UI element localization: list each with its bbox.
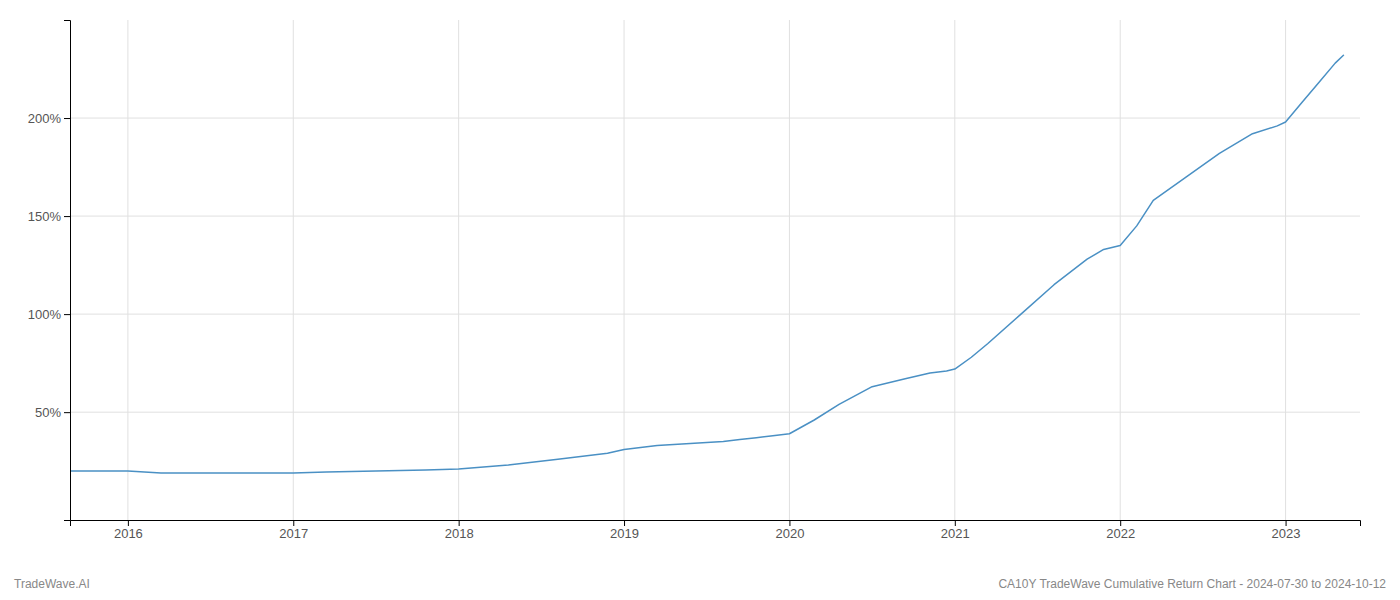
x-tick-mark <box>624 520 625 526</box>
marks <box>70 55 1343 473</box>
y-tick: 50% <box>35 405 70 420</box>
grid-line-x <box>624 20 625 520</box>
y-tick-mark <box>64 118 70 119</box>
grid-line-x <box>458 20 459 520</box>
x-tick-mark <box>1286 520 1287 526</box>
x-tick: 2017 <box>279 520 308 541</box>
x-tick-mark <box>1120 520 1121 526</box>
x-tick-mark <box>955 520 956 526</box>
x-tick-label: 2019 <box>610 526 639 541</box>
grid-line-x <box>789 20 790 520</box>
grid-line-x <box>127 20 128 520</box>
x-tick: 2016 <box>114 520 143 541</box>
chart-container: 2016 2017 2018 2019 2020 2021 2022 2023 50% 100% 1… <box>0 0 1400 600</box>
grid-line-x <box>954 20 955 520</box>
x-tick: 2023 <box>1272 520 1301 541</box>
grid <box>70 20 1360 520</box>
watermark: TradeWave.AI <box>14 577 90 591</box>
grid-line-x <box>1285 20 1286 520</box>
y-tick-mark <box>64 314 70 315</box>
x-tick: 2022 <box>1106 520 1135 541</box>
x-tick-label: 2018 <box>445 526 474 541</box>
x-tick: 2021 <box>941 520 970 541</box>
y-tick: 150% <box>28 209 70 224</box>
y-tick: 200% <box>28 111 70 126</box>
x-tick-label: 2021 <box>941 526 970 541</box>
x-tick-label: 2023 <box>1272 526 1301 541</box>
x-axis-line <box>71 521 1361 527</box>
line <box>70 55 1343 473</box>
y-tick-label: 100% <box>28 307 62 322</box>
plot-area: 2016 2017 2018 2019 2020 2021 2022 2023 50% 100% 1… <box>28 20 1361 541</box>
y-tick-label: 50% <box>35 405 61 420</box>
x-tick: 2018 <box>445 520 474 541</box>
y-axis: 50% 100% 150% 200% <box>28 21 71 521</box>
x-tick-mark <box>128 520 129 526</box>
x-tick-label: 2017 <box>279 526 308 541</box>
y-tick-label: 150% <box>28 209 62 224</box>
grid-line-y <box>70 412 1360 413</box>
grid-line-y <box>70 118 1360 119</box>
x-tick: 2019 <box>610 520 639 541</box>
x-tick-mark <box>459 520 460 526</box>
x-tick-label: 2020 <box>775 526 804 541</box>
y-axis-line <box>64 21 71 521</box>
x-axis: 2016 2017 2018 2019 2020 2021 2022 2023 <box>71 520 1361 541</box>
x-tick-label: 2016 <box>114 526 143 541</box>
x-tick-label: 2022 <box>1106 526 1135 541</box>
title: CA10Y TradeWave Cumulative Return Chart … <box>998 577 1386 591</box>
y-tick-label: 200% <box>28 111 62 126</box>
x-tick-mark <box>789 520 790 526</box>
grid-line-x <box>1120 20 1121 520</box>
grid-line-x <box>293 20 294 520</box>
grid-line-y <box>70 216 1360 217</box>
y-tick-mark <box>64 412 70 413</box>
chart-svg: 2016 2017 2018 2019 2020 2021 2022 2023 50% 100% 1… <box>0 0 1400 600</box>
grid-line-y <box>70 314 1360 315</box>
y-tick-mark <box>64 216 70 217</box>
x-tick: 2020 <box>775 520 804 541</box>
y-tick: 100% <box>28 307 70 322</box>
x-tick-mark <box>293 520 294 526</box>
